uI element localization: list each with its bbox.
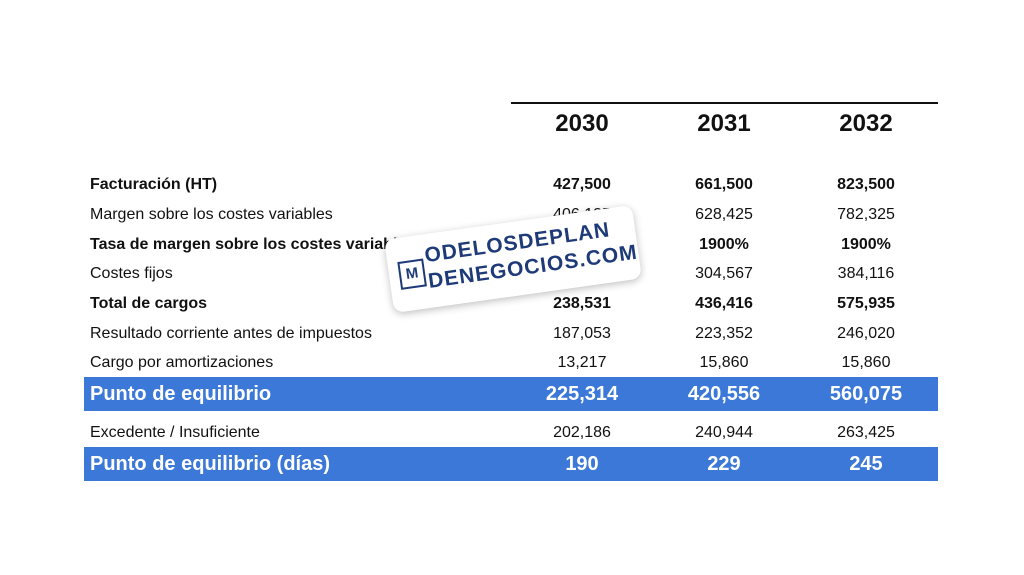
highlight-row: Punto de equilibrio (días) 190 229 245 <box>84 447 938 481</box>
cell-value: 304,567 <box>695 265 753 282</box>
row-label: Total de cargos <box>90 295 208 312</box>
cell-value: 15,860 <box>699 354 749 371</box>
row-label: Facturación (HT) <box>90 176 218 193</box>
row-label: Costes fijos <box>90 265 173 282</box>
table-row: Resultado corriente antes de impuestos 18… <box>84 319 938 349</box>
cell-value: 245 <box>849 453 883 475</box>
cell-value: 229 <box>707 453 741 475</box>
cell-value: 225,314 <box>545 383 619 405</box>
year-header: 2031 <box>697 110 751 137</box>
cell-value: 661,500 <box>695 176 753 193</box>
cell-value: 246,020 <box>837 325 895 342</box>
cell-value: 223,352 <box>695 325 753 342</box>
row-label: Resultado corriente antes de impuestos <box>90 325 372 342</box>
cell-value: 427,500 <box>553 176 611 193</box>
table-row: Cargo por amortizaciones 13,217 15,860 15,8… <box>84 348 938 378</box>
cell-value: 782,325 <box>837 206 895 223</box>
cell-value: 575,935 <box>837 295 895 312</box>
cell-value: 202,186 <box>553 424 611 441</box>
cell-value: 1900% <box>699 236 749 253</box>
header-rule <box>511 102 938 104</box>
table-row: Total de cargos 238,531 436,416 575,935 <box>84 289 938 319</box>
cell-value: 263,425 <box>837 424 895 441</box>
row-label: Margen sobre los costes variables <box>90 206 333 223</box>
table-row: Facturación (HT) 427,500 661,500 823,500 <box>84 170 938 200</box>
row-label: Excedente / Insuficiente <box>90 424 260 441</box>
year-header: 2030 <box>555 110 609 137</box>
watermark-logo: M <box>397 258 427 290</box>
table-row: Margen sobre los costes variables406,125… <box>84 200 938 230</box>
highlight-row: Punto de equilibrio 225,314 420,556 560,075 <box>84 377 938 411</box>
cell-value: 187,053 <box>553 325 611 342</box>
cell-value: 628,425 <box>695 206 753 223</box>
cell-value: 560,075 <box>829 383 903 405</box>
cell-value: 384,116 <box>837 265 895 282</box>
cell-value: 15,860 <box>841 354 891 371</box>
row-label: Tasa de margen sobre los costes variable… <box>90 236 416 253</box>
cell-value: 823,500 <box>837 176 895 193</box>
cell-value: 436,416 <box>695 295 753 312</box>
row-label: Punto de equilibrio (días) <box>90 453 330 475</box>
year-header: 2032 <box>839 110 893 137</box>
row-label: Cargo por amortizaciones <box>90 354 274 371</box>
cell-value: 13,217 <box>557 354 607 371</box>
cell-value: 240,944 <box>695 424 753 441</box>
cell-value: 238,531 <box>553 295 611 312</box>
cell-value: 190 <box>565 453 599 475</box>
cell-value: 420,556 <box>687 383 761 405</box>
cell-value: 1900% <box>841 236 891 253</box>
row-label: Punto de equilibrio <box>90 383 272 405</box>
table-row: Excedente / Insuficiente 202,186 240,944 26… <box>84 418 938 448</box>
